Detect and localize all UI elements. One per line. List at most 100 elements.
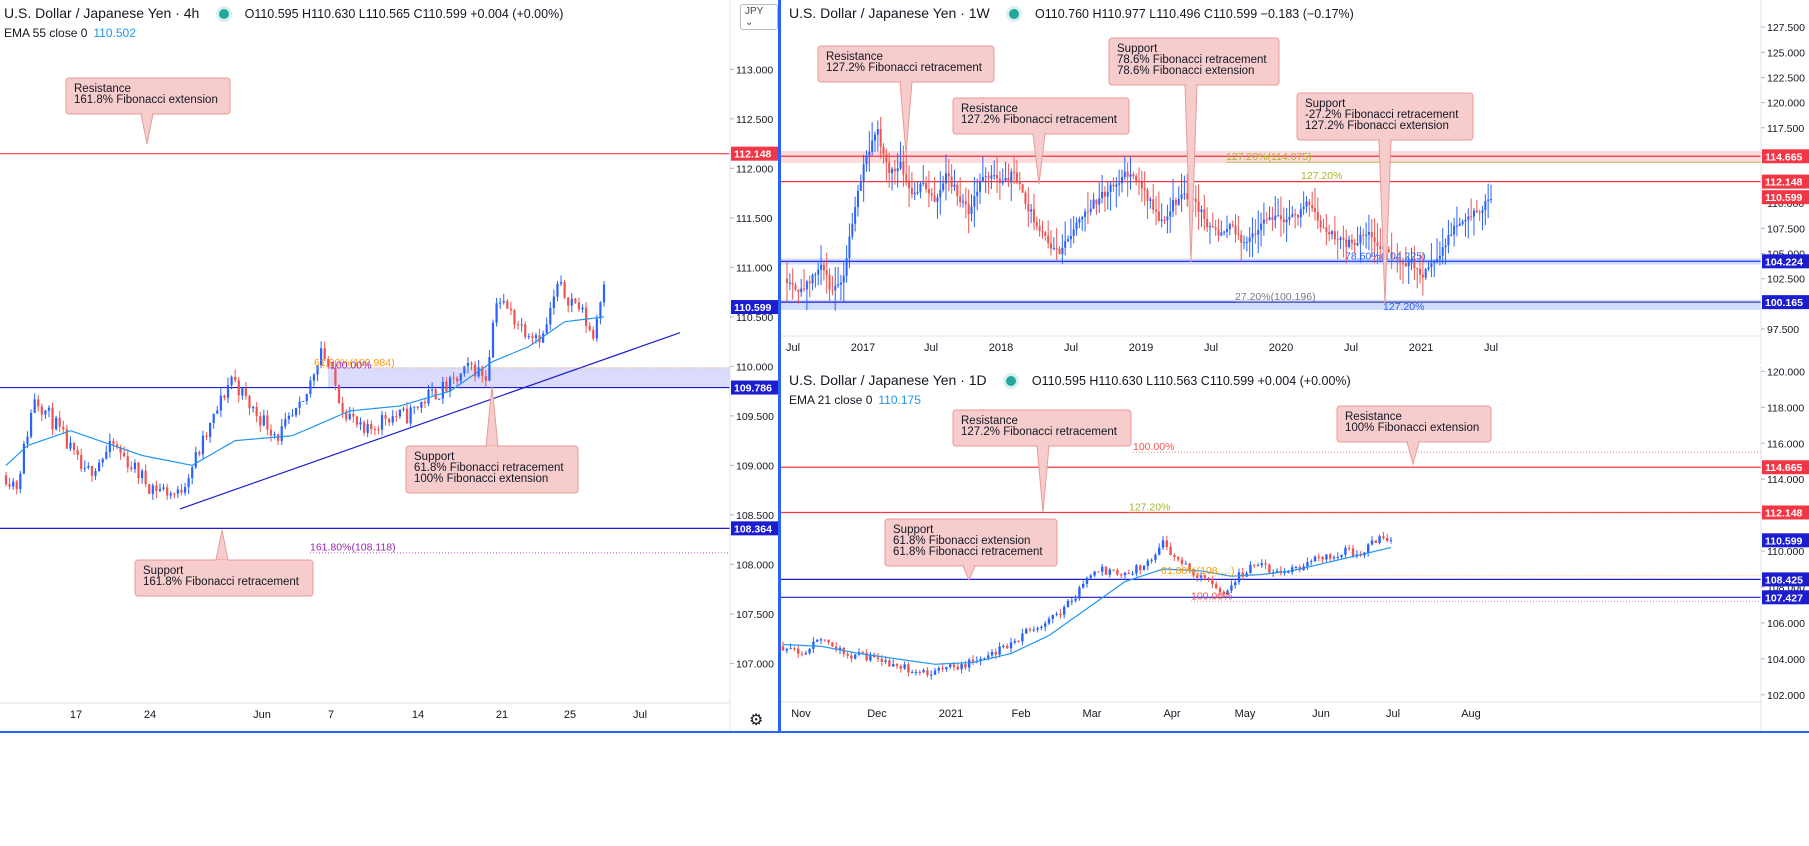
price-level-badge <box>1762 295 1809 310</box>
candle-body <box>1069 235 1072 240</box>
price-level-badge <box>1762 254 1809 269</box>
time-tick-label: 2018 <box>989 342 1013 354</box>
symbol-title[interactable]: U.S. Dollar / Japanese Yen · 1W <box>789 5 990 21</box>
annotation-callout[interactable]: Support-27.2% Fibonacci retracement127.2… <box>1296 92 1474 305</box>
time-tick-label: Jul <box>633 709 647 721</box>
callout-joint <box>142 112 152 115</box>
candle-body <box>305 393 308 402</box>
chart-pane-1w[interactable]: 127.20%(114.075)127.20%78.60%(104.225)27… <box>781 0 1809 364</box>
candle-body <box>1021 633 1024 642</box>
symbol-title[interactable]: U.S. Dollar / Japanese Yen · 1D <box>789 372 987 388</box>
candle-body <box>862 164 865 182</box>
candle-body <box>956 184 959 197</box>
candle-body <box>1112 569 1115 571</box>
candle-body <box>1064 241 1067 248</box>
chart-1d-canvas[interactable]: 100.00%127.20%61.80%(108.…)100.00%Resist… <box>781 366 1809 731</box>
candle-body <box>19 473 22 490</box>
candle-body <box>1336 556 1339 558</box>
candle-body <box>65 429 68 449</box>
candle-body <box>892 664 895 667</box>
candle-body <box>180 489 183 493</box>
price-level-badge-label: 107.427 <box>1765 592 1803 604</box>
candle-body <box>280 426 283 442</box>
time-tick-label: 2020 <box>1269 342 1293 354</box>
price-tick-label: 120.000 <box>1767 98 1805 110</box>
candle-body <box>854 207 857 224</box>
candle-body <box>1140 181 1143 189</box>
candle-body <box>1317 556 1320 558</box>
price-level-badge <box>1762 149 1809 164</box>
candle-body <box>1160 219 1163 221</box>
candle-body <box>1050 243 1052 249</box>
indicator-legend-ema55[interactable]: EMA 55 close 0 110.502 <box>4 26 136 40</box>
candle-body <box>827 639 830 643</box>
candle-body <box>1052 247 1055 249</box>
candle-body <box>309 380 312 394</box>
currency-dropdown[interactable]: JPY ⌄ <box>740 4 778 30</box>
candle-body <box>846 653 849 656</box>
candle-body <box>1146 189 1149 201</box>
candle-body <box>552 296 555 309</box>
chart-1w-canvas[interactable]: 127.20%(114.075)127.20%78.60%(104.225)27… <box>781 0 1809 364</box>
candle-body <box>1365 234 1368 236</box>
candle-body <box>144 470 147 485</box>
candle-body <box>1251 233 1254 238</box>
callout-text: 161.8% Fibonacci extension <box>74 94 218 106</box>
candle-body <box>1103 191 1106 197</box>
candle-body <box>1161 540 1165 548</box>
chart-4h-canvas[interactable]: 61.80%(109.984)100.00% 161.80%(108.118) Re… <box>0 0 778 733</box>
candle-body <box>484 375 487 381</box>
callout-text: Support <box>143 565 184 577</box>
candle-body <box>1319 220 1322 228</box>
candle-body <box>1155 209 1158 212</box>
candle-body <box>234 376 237 381</box>
candle-body <box>981 177 984 182</box>
price-tick-label: 118.000 <box>1767 402 1804 414</box>
candle-body <box>1464 219 1467 222</box>
candle-body <box>108 440 111 453</box>
candle-body <box>831 289 834 291</box>
candle-body <box>964 664 967 668</box>
candle-body <box>1067 239 1070 242</box>
symbol-title[interactable]: U.S. Dollar / Japanese Yen · 4h <box>4 5 200 21</box>
candle-body <box>158 489 162 491</box>
candle-body <box>337 385 341 404</box>
candle-body <box>905 174 908 181</box>
candle-body <box>473 364 477 377</box>
candle-body <box>953 184 956 187</box>
price-tick-label: 112.000 <box>736 163 773 175</box>
candle-body <box>1348 239 1351 248</box>
callout-text: Support <box>893 524 934 536</box>
candle-body <box>1245 241 1248 243</box>
indicator-legend-ema21[interactable]: EMA 21 close 0 110.175 <box>789 393 921 407</box>
candle-body <box>130 467 133 470</box>
candle-body <box>1336 239 1339 241</box>
candle-body <box>209 422 212 438</box>
candle-body <box>960 664 963 670</box>
gear-icon[interactable]: ⚙ <box>749 712 764 729</box>
chart-pane-4h[interactable]: 61.80%(109.984) 100.00% 161.80%(108.118) Re… <box>0 0 778 733</box>
candle-body <box>1328 231 1331 235</box>
candle-body <box>937 668 940 671</box>
candle-body <box>1074 598 1077 601</box>
fib-level-label: 127.20%(114.075) <box>1226 151 1312 163</box>
chart-pane-1d[interactable]: 100.00% 127.20% 61.80%(108.…) 100.00% Resist… <box>781 366 1809 731</box>
candle-body <box>1237 572 1241 583</box>
candle-body <box>255 406 258 417</box>
callout-text: Resistance <box>961 103 1018 115</box>
candle-body <box>1101 566 1104 572</box>
callout-text: Support <box>1305 98 1346 110</box>
candle-body <box>567 297 570 306</box>
pane-divider-vertical[interactable] <box>778 0 781 733</box>
time-tick-label: Jul <box>1064 342 1078 354</box>
candle-body <box>1362 234 1365 236</box>
